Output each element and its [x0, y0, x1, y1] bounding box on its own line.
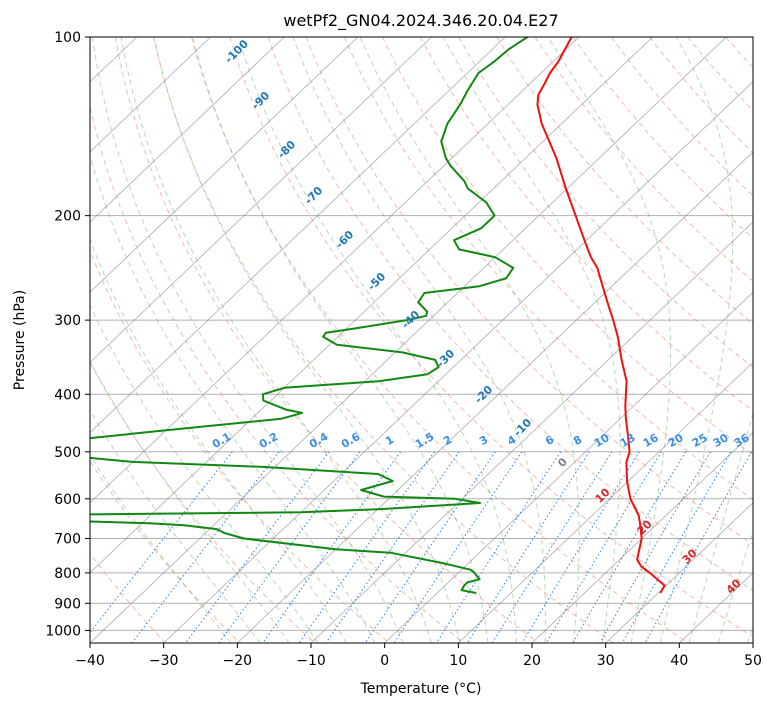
- y-tick-label: 600: [54, 492, 81, 508]
- isotherm-line: [90, 37, 727, 643]
- y-tick-label: 300: [54, 313, 81, 329]
- y-axis-ticks: 100 200 300 400 500 600 700 800 900 1000: [45, 30, 90, 639]
- mixing-ratio-line: [90, 451, 233, 634]
- isotherm-line: [90, 37, 580, 504]
- moist-adiabat-line: [90, 454, 232, 643]
- y-tick-label: 1000: [45, 623, 81, 639]
- moist-adiabat-line: [359, 37, 580, 643]
- dry-adiabat-line: [90, 249, 390, 643]
- mixing-ratio-line: [364, 451, 496, 643]
- mixing-ratio-line: [218, 451, 361, 643]
- x-tick-label: 40: [670, 653, 688, 669]
- x-tick-label: −20: [223, 653, 253, 669]
- moist-adiabat-line: [659, 37, 734, 643]
- moist-adiabat-line: [90, 237, 347, 643]
- moist-adiabat-line: [292, 37, 546, 643]
- dry-adiabat-line: [90, 361, 316, 643]
- moist-adiabat-line: [91, 37, 404, 643]
- mixing-ratio-line: [185, 451, 330, 643]
- x-tick-label: 20: [523, 653, 541, 669]
- x-tick-label: −10: [296, 653, 326, 669]
- dry-adiabat-line: [343, 37, 753, 501]
- isotherm-line: [310, 221, 753, 643]
- dry-adiabat-line: [420, 37, 753, 412]
- isotherm-line: [90, 37, 285, 223]
- x-tick-label: 50: [744, 653, 762, 669]
- mixing-ratio-line: [325, 451, 460, 643]
- background-lines: [90, 37, 753, 643]
- x-tick-label: −40: [75, 653, 105, 669]
- plot-frame: [89, 36, 754, 644]
- mixing-ratio-line: [644, 451, 753, 643]
- y-tick-label: 500: [54, 445, 81, 461]
- moist-adiabat-line: [443, 37, 621, 643]
- isotherm-line: [90, 37, 506, 434]
- dry-adiabat-line: [153, 37, 614, 643]
- temperature-profile-line: [536, 37, 666, 594]
- x-tick-label: 10: [449, 653, 467, 669]
- x-axis-ticks: −40 −30 −20 −10 0 10 20 30 40 50: [75, 643, 762, 669]
- isotherm-line: [458, 361, 753, 643]
- isotherm-line: [90, 37, 432, 363]
- y-tick-label: 800: [54, 566, 81, 582]
- moist-adiabat-line: [90, 154, 376, 643]
- y-tick-label: 700: [54, 532, 81, 548]
- y-tick-label: 100: [54, 30, 81, 46]
- x-tick-label: 0: [380, 653, 389, 669]
- isotherm-line: [605, 502, 753, 643]
- isotherm-line: [531, 431, 753, 643]
- x-axis-label: Temperature (°C): [360, 681, 482, 697]
- dry-adiabat-line: [305, 37, 753, 546]
- y-tick-label: 900: [54, 596, 81, 612]
- isotherm-line: [90, 37, 211, 153]
- moist-adiabat-line: [120, 37, 432, 643]
- y-axis-label: Pressure (hPa): [12, 290, 28, 390]
- dry-adiabat-line: [229, 37, 753, 638]
- dry-adiabat-line: [191, 37, 689, 643]
- x-tick-label: −30: [149, 653, 179, 669]
- dewpoint-profile-line: [90, 37, 528, 594]
- chart-title: wetPf2_GN04.2024.346.20.04.E27: [283, 11, 558, 31]
- mixing-ratio-line: [435, 451, 562, 643]
- dry-adiabat-line: [90, 552, 166, 643]
- mixing-ratio-line: [621, 451, 732, 643]
- y-tick-label: 400: [54, 387, 81, 403]
- y-tick-label: 200: [54, 209, 81, 225]
- moist-adiabat-line: [192, 37, 489, 643]
- isotherm-line: [237, 151, 753, 643]
- isotherm-line: [384, 291, 753, 643]
- isotherm-line: [90, 37, 653, 574]
- mixing-ratio-line: [545, 451, 662, 643]
- x-tick-label: 30: [597, 653, 615, 669]
- dry-adiabat-line: [90, 460, 241, 643]
- sounding-profiles: [90, 37, 666, 594]
- mixing-ratio-line: [521, 451, 640, 643]
- mixing-ratio-line: [298, 451, 435, 643]
- moist-adiabat-line: [547, 37, 672, 643]
- dry-adiabat-line: [267, 37, 753, 591]
- dry-adiabat-line: [114, 37, 540, 643]
- dry-adiabat-line: [381, 37, 753, 456]
- isotherm-line: [90, 37, 359, 293]
